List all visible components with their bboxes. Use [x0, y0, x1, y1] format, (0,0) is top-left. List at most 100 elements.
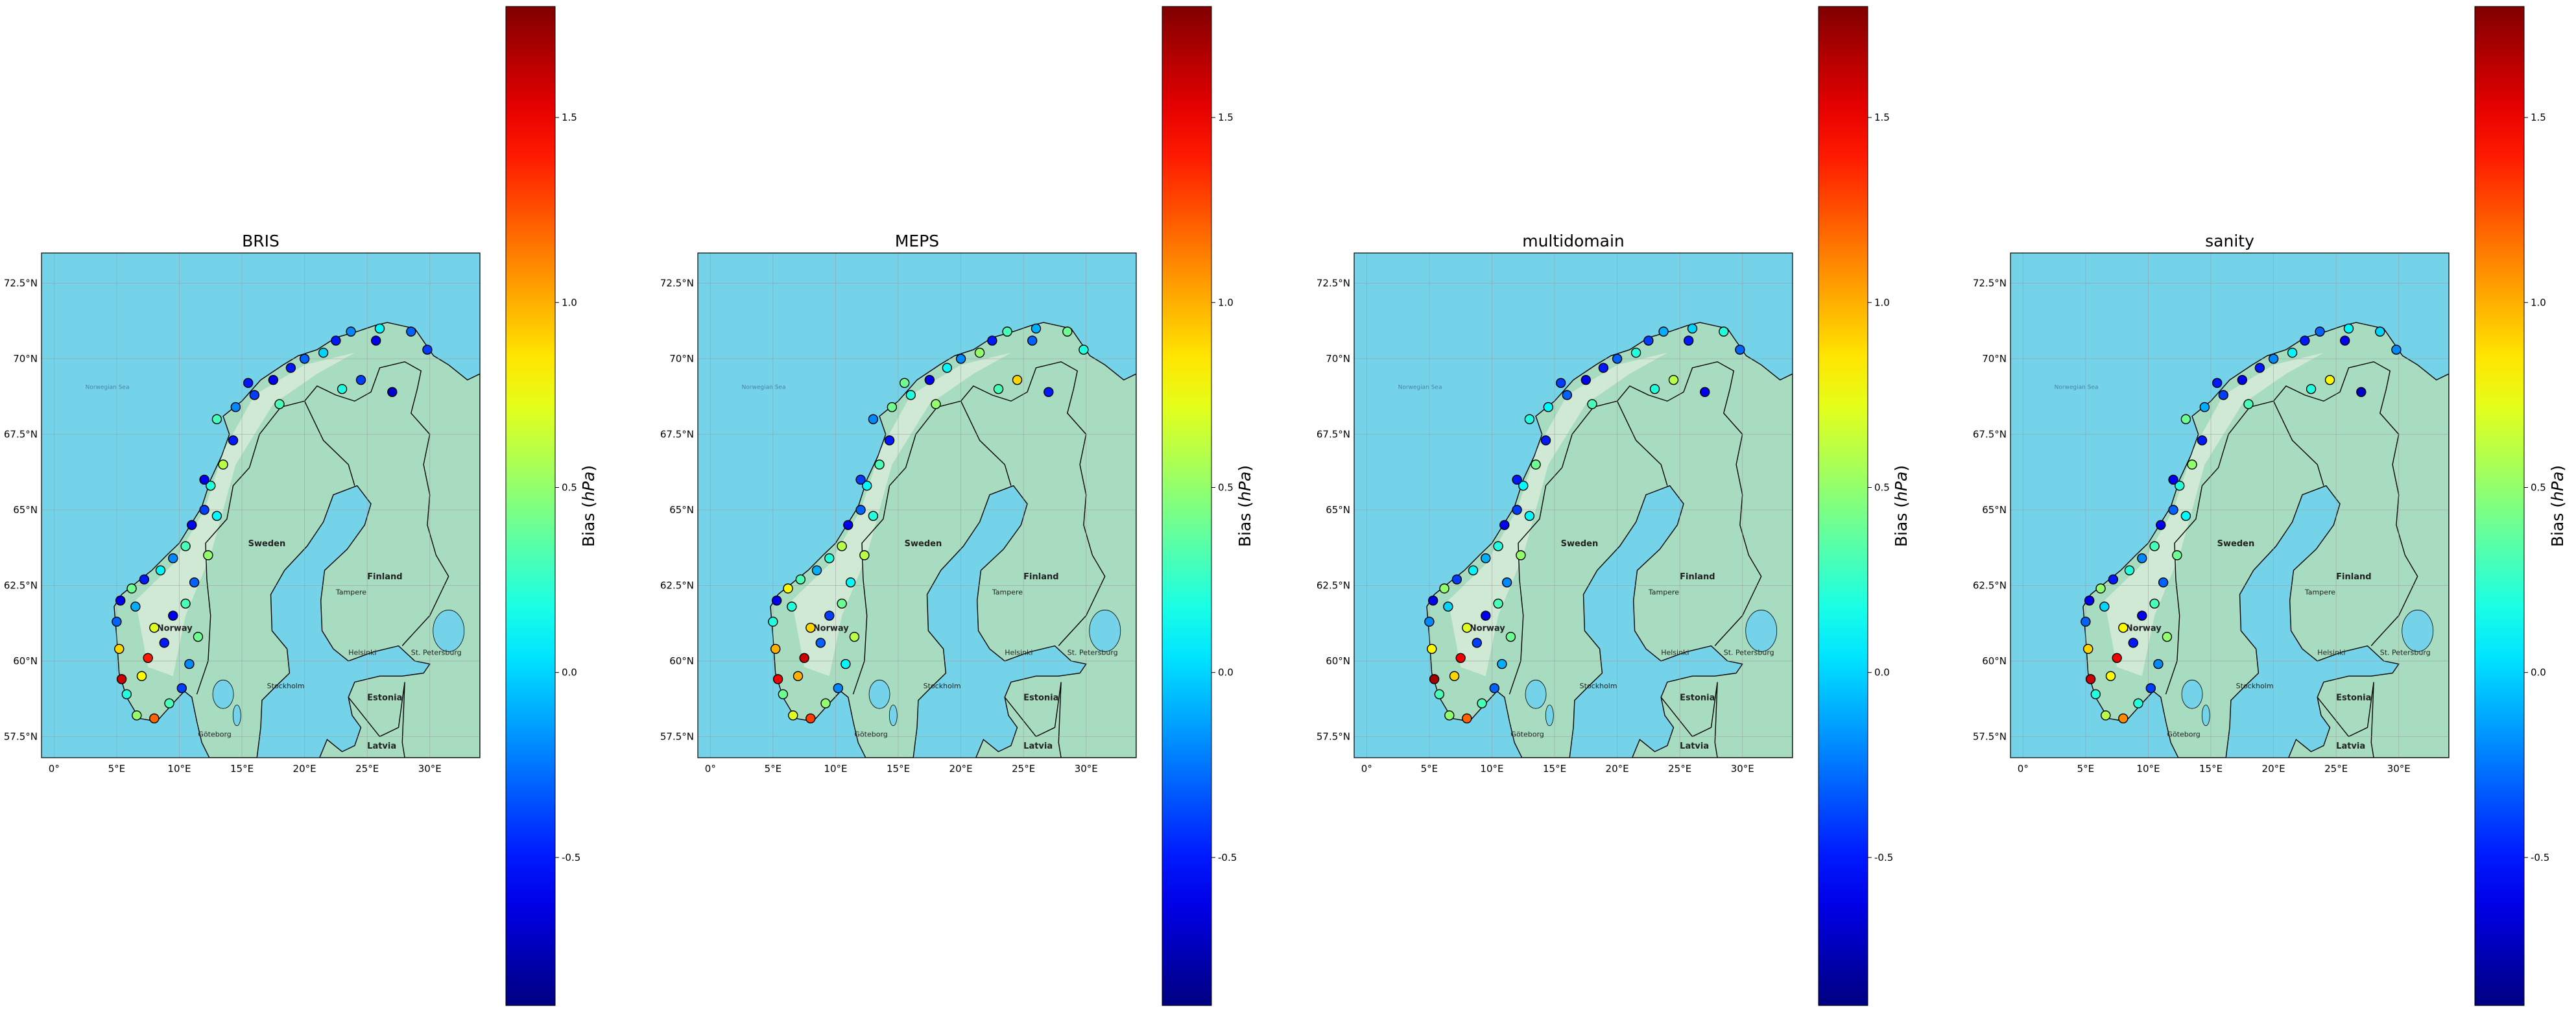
station-marker	[180, 541, 191, 551]
station-marker	[136, 671, 147, 681]
station-marker	[778, 689, 789, 699]
station-marker	[772, 674, 783, 684]
station-marker	[1451, 574, 1462, 584]
station-marker	[884, 435, 895, 446]
station-marker	[2180, 414, 2191, 424]
panel-meps: MEPS Norway Sweden Finland Estonia Latvia Tamp…	[656, 0, 1300, 1012]
colorbar-tick-label: 0.5	[562, 481, 577, 493]
border-finland-russia	[1714, 389, 1762, 647]
lat-tick-label: 72.5°N	[4, 278, 38, 289]
station-marker	[374, 323, 385, 334]
label-latvia: Latvia	[2336, 741, 2365, 751]
border-finland-russia	[2370, 389, 2418, 647]
lon-tick-label: 15°E	[1543, 763, 1566, 775]
lake-vanern	[212, 679, 234, 709]
label-finland: Finland	[367, 572, 402, 582]
colorbar-label-prefix: Bias (	[1235, 501, 1254, 547]
station-marker	[2118, 622, 2129, 633]
border-sweden-finland	[2272, 400, 2324, 486]
colorbar-tick-label: 1.0	[1874, 296, 1890, 308]
label-latvia: Latvia	[1023, 741, 1053, 751]
station-marker	[788, 710, 798, 721]
station-marker	[1079, 344, 1089, 355]
station-marker	[2156, 520, 2166, 530]
station-marker	[1735, 344, 1745, 355]
label-tampere: Tampere	[335, 588, 366, 596]
lat-tick-label: 60°N	[1982, 655, 2007, 667]
land-mass	[2082, 322, 2449, 758]
lake-ladoga	[1745, 609, 1778, 652]
station-marker	[2343, 323, 2354, 334]
station-marker	[1683, 335, 1694, 346]
label-estonia: Estonia	[1680, 693, 1715, 703]
land-mass	[770, 322, 1136, 758]
station-marker	[168, 610, 178, 621]
station-marker	[274, 399, 285, 409]
station-marker	[1540, 435, 1551, 446]
border-baltics	[2317, 682, 2374, 758]
station-marker	[116, 674, 127, 684]
station-marker	[143, 653, 153, 663]
label-sweden: Sweden	[1561, 539, 1599, 549]
station-marker	[2105, 671, 2116, 681]
station-marker	[1524, 511, 1535, 522]
lake-vattern	[232, 705, 241, 727]
colorbar-label-prefix: Bias (	[1892, 501, 1911, 547]
station-marker	[1468, 565, 1479, 575]
lon-tick-label: 5°E	[2077, 763, 2095, 775]
map-area: Norway Sweden Finland Estonia Latvia Tampere H…	[1354, 253, 1793, 758]
station-marker	[855, 474, 866, 485]
station-marker	[1434, 689, 1445, 699]
station-marker	[346, 326, 356, 337]
map-figure: multidomain Norway Sweden Finland Estonia Lat…	[1317, 6, 1911, 1006]
station-marker	[787, 601, 797, 612]
colorbar-label: Bias (hPa)	[1235, 465, 1254, 547]
station-marker	[1044, 387, 1054, 397]
station-marker	[2090, 689, 2101, 699]
lat-tick-label: 67.5°N	[1973, 429, 2007, 440]
mountain-shading	[1448, 352, 1667, 677]
lon-tick-label: 30°E	[1075, 763, 1098, 775]
station-marker	[1455, 653, 1466, 663]
station-marker	[1555, 378, 1566, 389]
label-st-petersburg: St. Petersburg	[411, 649, 462, 657]
colorbar-label-prefix: Bias (	[579, 501, 598, 547]
station-marker	[139, 574, 150, 584]
lake-vattern	[1545, 705, 1554, 727]
lat-tick-label: 67.5°N	[4, 429, 38, 440]
station-marker	[2287, 348, 2298, 358]
station-marker	[868, 511, 879, 522]
label-finland: Finland	[1680, 572, 1715, 582]
lon-tick-label: 20°E	[949, 763, 973, 775]
station-marker	[2254, 363, 2265, 373]
label-helsinki: Helsinki	[348, 649, 376, 657]
panel-title: sanity	[2205, 232, 2254, 250]
colorbar-tick-label: -0.5	[562, 852, 580, 863]
station-marker	[355, 374, 366, 385]
panel-bris: BRIS Norway Sweden Finland Estonia Latvia Tamp…	[0, 0, 644, 1012]
lon-tick-label: 5°E	[108, 763, 126, 775]
station-marker	[1630, 348, 1641, 358]
station-marker	[2108, 574, 2119, 584]
station-marker	[849, 631, 860, 642]
station-marker	[2128, 638, 2138, 648]
station-marker	[2137, 610, 2147, 621]
station-marker	[268, 374, 279, 385]
station-marker	[2101, 710, 2111, 721]
colorbar-tick-label: 1.0	[1218, 296, 1234, 308]
lat-tick-label: 60°N	[13, 655, 38, 667]
label-goteborg: Göteborg	[2167, 730, 2200, 738]
station-marker	[874, 459, 885, 470]
station-marker	[2199, 402, 2210, 413]
station-marker	[422, 344, 433, 355]
station-marker	[1524, 414, 1535, 424]
station-marker	[2356, 387, 2367, 397]
map-frame	[697, 252, 1137, 758]
label-latvia: Latvia	[1680, 741, 1709, 751]
station-marker	[2237, 374, 2248, 385]
station-marker	[2149, 598, 2160, 609]
station-marker	[180, 598, 191, 609]
station-marker	[1489, 683, 1500, 693]
station-marker	[1516, 550, 1526, 560]
colorbar-tick-label: 0.0	[562, 667, 577, 679]
